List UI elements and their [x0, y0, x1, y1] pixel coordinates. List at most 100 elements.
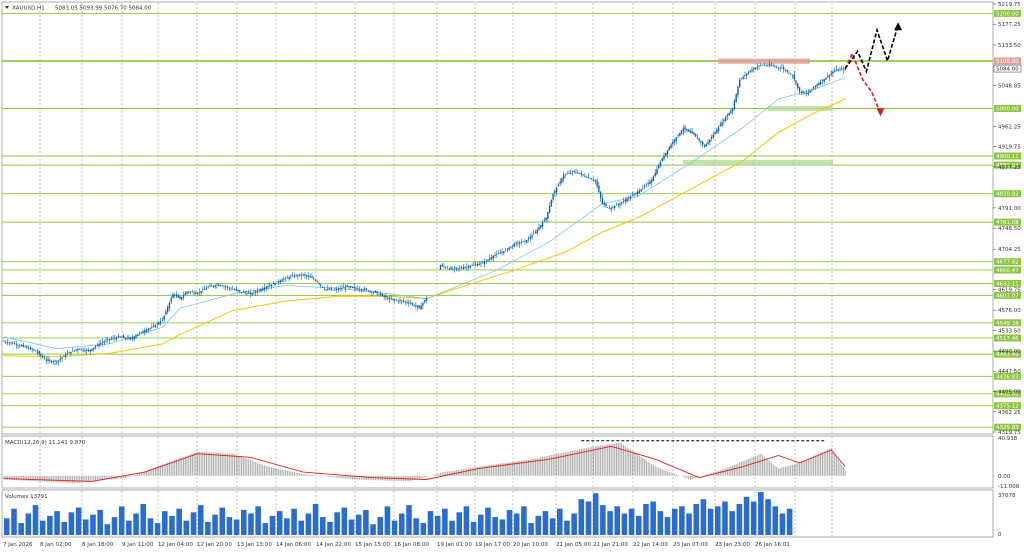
candle-body — [122, 335, 125, 338]
price-axis: 5200.00 5100.00 5000.00 4900.11 4880.94 4820.… — [993, 2, 1022, 436]
candle-body — [527, 238, 530, 240]
candle-body — [543, 220, 546, 222]
level-price-label: 4517.46 — [996, 336, 1019, 342]
candle-body — [737, 87, 739, 96]
candle-body — [687, 129, 690, 132]
candle-body — [10, 342, 12, 344]
candle-body — [628, 197, 630, 199]
candle-body — [311, 276, 313, 279]
volume-bar — [262, 523, 269, 535]
candle-body — [775, 66, 778, 68]
level-price-label: 4820.82 — [996, 192, 1019, 198]
volume-bar — [542, 511, 549, 535]
candle-body — [453, 267, 456, 269]
candle-body — [508, 247, 510, 251]
candle-body — [281, 279, 283, 282]
candle-body — [214, 285, 216, 287]
candle-body — [142, 331, 144, 333]
candle-body — [610, 207, 612, 210]
candle-body — [68, 352, 70, 354]
candle-body — [100, 343, 102, 344]
candle-body — [450, 267, 452, 270]
candle-body — [643, 186, 646, 188]
candle-body — [485, 260, 487, 262]
volume-bar — [592, 493, 599, 535]
candle-body — [615, 204, 618, 206]
candle-body — [6, 342, 9, 344]
symbol-label: XAUUSD,H1 — [12, 6, 45, 12]
candle-body — [834, 70, 836, 72]
candle-body — [119, 336, 121, 338]
candle-body — [666, 150, 669, 155]
candle-body — [357, 288, 359, 290]
level-price-tag — [994, 350, 1021, 358]
candle-body — [515, 242, 517, 244]
candle-body — [420, 305, 422, 310]
candle-body — [570, 172, 572, 174]
volume-bar — [456, 512, 463, 535]
candle-body — [263, 287, 266, 290]
candle-body — [181, 296, 183, 300]
candle-body — [3, 341, 5, 343]
candle-body — [452, 269, 454, 270]
candle-body — [490, 257, 493, 260]
candle-body — [191, 291, 194, 293]
candle-body — [760, 64, 762, 66]
candle-body — [673, 139, 676, 143]
time-axis-label: 21 Jan 05:00 — [556, 542, 591, 548]
candle-body — [480, 263, 482, 264]
candle-body — [781, 67, 783, 69]
candle-body — [469, 265, 472, 267]
candle-body — [540, 225, 542, 228]
volume-bar — [233, 519, 240, 535]
level-price-tag — [994, 266, 1021, 274]
candle-body — [38, 351, 40, 355]
candle-body — [582, 174, 584, 176]
candle-body — [320, 284, 322, 286]
candle-body — [647, 183, 649, 184]
level-price-tag — [994, 390, 1021, 398]
candle-body — [476, 264, 479, 266]
candle-body — [365, 289, 368, 291]
candle-body — [290, 276, 292, 278]
candle-body — [552, 194, 554, 200]
candle-body — [335, 289, 338, 290]
candle-body — [87, 350, 90, 352]
volume-bar — [126, 520, 132, 535]
level-price-label: 4761.08 — [996, 220, 1019, 226]
candle-body — [232, 288, 234, 290]
volume-bar — [320, 517, 326, 535]
macd-axis-label: 40.938 — [998, 436, 1018, 442]
candle-body — [8, 342, 10, 344]
candle-body — [719, 124, 722, 127]
symbol-dropdown-icon[interactable] — [5, 6, 9, 9]
candle-body — [538, 227, 540, 230]
volume-bar — [32, 505, 39, 535]
candle-body — [406, 302, 408, 303]
candle-body — [598, 185, 600, 193]
price-tick-label: 4962.25 — [998, 124, 1021, 130]
candle-body — [57, 360, 60, 362]
candle-body — [367, 290, 370, 292]
candle-body — [219, 285, 222, 286]
price-tick-label: 4319.75 — [998, 430, 1021, 436]
volume-bar — [54, 511, 60, 535]
candle-body — [517, 242, 519, 244]
candle-body — [137, 334, 139, 337]
candle-body — [52, 361, 54, 362]
candle-body — [110, 338, 113, 340]
price-zones — [683, 58, 833, 166]
candle-body — [218, 284, 220, 287]
candle-body — [124, 337, 127, 339]
candle-body — [682, 128, 685, 132]
candle-body — [115, 337, 118, 340]
candle-body — [84, 350, 86, 352]
volume-bar — [779, 513, 786, 535]
candle-body — [772, 65, 774, 67]
candle-body — [568, 173, 570, 174]
volume-bar — [183, 520, 190, 535]
candle-body — [524, 240, 526, 242]
candle-body — [758, 65, 760, 67]
